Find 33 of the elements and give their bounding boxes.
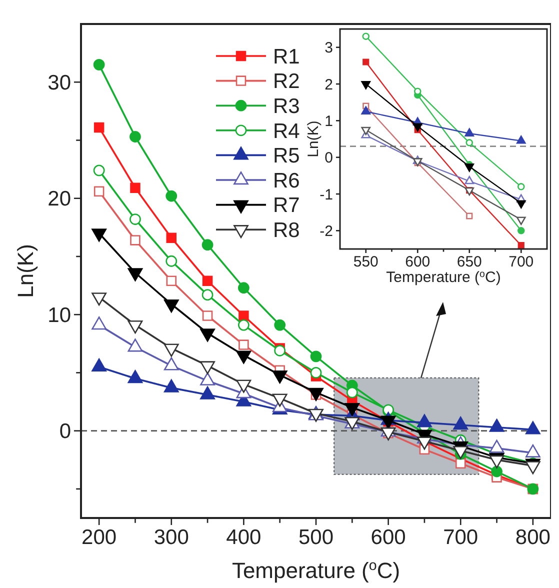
x-tick-label: 700 — [508, 254, 534, 270]
y-tick-label: 3 — [324, 40, 333, 57]
x-axis-title: Temperature ($^{o}$C) — [232, 558, 400, 583]
y-tick-label: 30 — [48, 71, 71, 94]
x-tick-label: 600 — [405, 254, 430, 270]
y-tick-label: 20 — [48, 188, 71, 211]
legend-label: R1 — [273, 45, 300, 68]
x-tick-label: 700 — [443, 526, 478, 549]
x-tick-label: 500 — [298, 526, 334, 549]
legend-label: R7 — [273, 194, 300, 218]
legend-label: R2 — [273, 70, 300, 94]
y-tick-label: -1 — [320, 186, 333, 204]
y-tick-label: 2 — [324, 76, 333, 94]
x-tick-label: 550 — [353, 254, 378, 270]
x-axis-title: Temperature ($^{o}$C) — [386, 268, 501, 286]
legend-label: R6 — [273, 169, 300, 192]
x-tick-label: 200 — [82, 526, 117, 549]
legend-label: R3 — [273, 94, 300, 118]
x-tick-label: 600 — [370, 526, 406, 549]
y-tick-label: 0 — [324, 150, 333, 167]
legend-label: R8 — [273, 218, 300, 242]
y-tick-label: 1 — [324, 112, 333, 130]
y-axis-title: Ln(K) — [13, 244, 38, 298]
y-tick-label: 0 — [59, 420, 71, 444]
legend-label: R4 — [273, 120, 300, 143]
x-tick-label: 400 — [226, 526, 262, 549]
y-tick-label: 10 — [48, 304, 71, 327]
x-tick-label: 650 — [456, 254, 482, 270]
x-tick-label: 800 — [515, 526, 550, 549]
y-axis-title: Ln(K) — [305, 120, 322, 158]
y-tick-label: -2 — [320, 222, 333, 240]
legend-label: R5 — [273, 144, 300, 168]
x-tick-label: 300 — [154, 526, 189, 549]
